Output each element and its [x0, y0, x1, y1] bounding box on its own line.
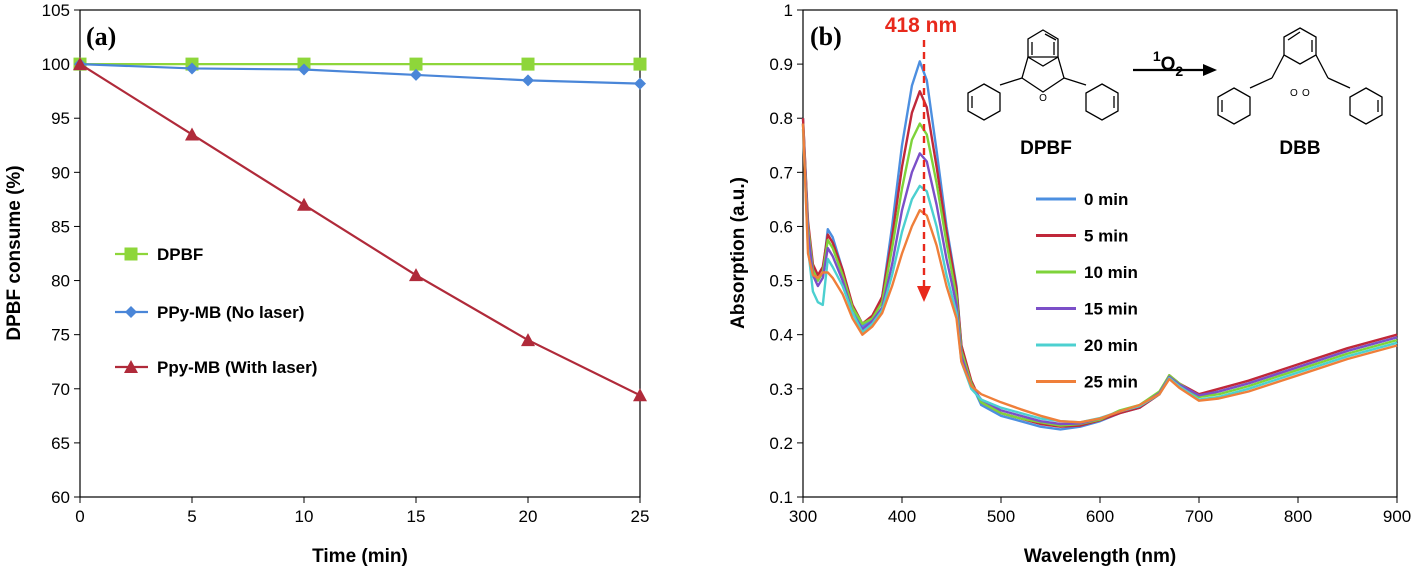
panel-a-y-axis-label: DPBF consume (%): [4, 165, 25, 340]
a-y-tick-label: 90: [51, 163, 70, 182]
a-series-point-2: [409, 268, 423, 282]
a-series-point-2: [185, 127, 199, 141]
panel-a-chart: 60 65 70 75 80 85 90 95 100 105 0 5 10 15 20 25 (a) Tim…: [4, 1, 649, 567]
dpbf-oxygen-label: O: [1039, 93, 1047, 104]
peak-arrow-head: [917, 286, 931, 302]
a-y-tick-label: 60: [51, 488, 70, 507]
b-y-tick-label: 0.7: [769, 163, 793, 182]
b-legend-label-0: 0 min: [1084, 190, 1128, 209]
a-series-point-0: [521, 57, 535, 71]
a-y-tick-label: 100: [42, 55, 70, 74]
dpbf-label: DPBF: [1020, 138, 1072, 159]
a-legend-label-0: DPBF: [157, 245, 203, 264]
b-y-tick-label: 0.8: [769, 109, 793, 128]
a-series-point-1: [522, 74, 534, 87]
b-x-tick-label: 300: [789, 507, 817, 526]
a-series-line-2: [79, 63, 641, 397]
b-x-tick-label: 700: [1185, 507, 1213, 526]
a-series-point-2: [521, 333, 535, 347]
a-legend-marker-1: [125, 306, 137, 318]
panel-b-x-axis-label: Wavelength (nm): [1024, 546, 1176, 567]
panel-a-series: [73, 57, 647, 402]
b-x-tick-label: 900: [1383, 507, 1411, 526]
b-y-tick-label: 0.5: [769, 272, 793, 291]
a-series-line-1: [79, 63, 641, 85]
b-y-tick-label: 1: [784, 1, 793, 20]
a-series-point-2: [633, 388, 647, 402]
a-x-tick-label: 25: [631, 507, 650, 526]
panel-a-ticks: 60 65 70 75 80 85 90 95 100 105 0 5 10 15 20 25: [42, 1, 650, 526]
b-legend-label-4: 20 min: [1084, 336, 1138, 355]
dbb-oxygen-left-label: O: [1290, 88, 1298, 99]
b-y-tick-label: 0.3: [769, 380, 793, 399]
a-x-tick-label: 20: [519, 507, 538, 526]
panel-a-legend: DPBF PPy-MB (No laser) Ppy-MB (With laser): [115, 245, 317, 377]
panel-a-plot-area: [79, 9, 641, 498]
panel-b-ticks: 0.1 0.2 0.3 0.4 0.5 0.6 0.7 0.8 0.9 1 300 400 500 600…: [769, 1, 1411, 526]
a-series-point-1: [410, 68, 422, 81]
b-y-tick-label: 0.2: [769, 434, 793, 453]
b-y-tick-label: 0.4: [769, 326, 793, 345]
a-legend-marker-0: [124, 247, 138, 261]
a-y-tick-label: 75: [51, 326, 70, 345]
dbb-structure: [1217, 27, 1383, 125]
b-x-tick-label: 600: [1086, 507, 1114, 526]
a-y-tick-label: 85: [51, 217, 70, 236]
panel-b-series: [801, 60, 1398, 431]
b-legend-label-1: 5 min: [1084, 227, 1128, 246]
a-y-tick-label: 105: [42, 1, 70, 20]
a-x-tick-label: 5: [187, 507, 196, 526]
peak-annotation: 418 nm: [885, 14, 957, 37]
panel-b-label: (b): [810, 22, 842, 51]
a-series-point-2: [297, 197, 311, 211]
b-legend-label-2: 10 min: [1084, 263, 1138, 282]
a-series-point-1: [298, 63, 310, 76]
dbb-oxygen-right-label: O: [1302, 88, 1310, 99]
b-x-tick-label: 500: [987, 507, 1015, 526]
a-y-tick-label: 70: [51, 380, 70, 399]
a-y-tick-label: 95: [51, 109, 70, 128]
a-legend-label-1: PPy-MB (No laser): [157, 303, 304, 322]
b-y-tick-label: 0.1: [769, 488, 793, 507]
a-y-tick-label: 65: [51, 434, 70, 453]
b-y-tick-label: 0.6: [769, 217, 793, 236]
panel-b-legend: 0 min 5 min 10 min 15 min 20 min 25 min: [1036, 190, 1138, 392]
b-legend-label-3: 15 min: [1084, 300, 1138, 319]
panel-b-y-axis-label: Absorption (a.u.): [728, 177, 749, 329]
b-x-tick-label: 400: [888, 507, 916, 526]
a-series-point-0: [633, 57, 647, 71]
reaction-arrow-head: [1203, 64, 1217, 76]
panel-a-label: (a): [86, 22, 116, 51]
b-y-tick-label: 0.9: [769, 55, 793, 74]
b-spectrum-line-5: [801, 123, 1398, 424]
a-y-tick-label: 80: [51, 272, 70, 291]
dbb-label: DBB: [1279, 138, 1320, 159]
a-x-tick-label: 0: [75, 507, 84, 526]
dpbf-structure: [967, 29, 1119, 121]
a-legend-label-2: Ppy-MB (With laser): [157, 358, 317, 377]
b-x-tick-label: 800: [1284, 507, 1312, 526]
a-series-point-1: [634, 77, 646, 90]
b-legend-label-5: 25 min: [1084, 373, 1138, 392]
a-x-tick-label: 10: [295, 507, 314, 526]
a-series-point-1: [186, 62, 198, 75]
panel-a-x-axis-label: Time (min): [312, 546, 408, 567]
a-x-tick-label: 15: [407, 507, 426, 526]
panel-b-chart: 0.1 0.2 0.3 0.4 0.5 0.6 0.7 0.8 0.9 1 300 400 500 600…: [728, 1, 1411, 567]
a-series-point-0: [409, 57, 423, 71]
a-series-point-2: [73, 57, 87, 71]
a-legend-marker-2: [124, 360, 138, 373]
